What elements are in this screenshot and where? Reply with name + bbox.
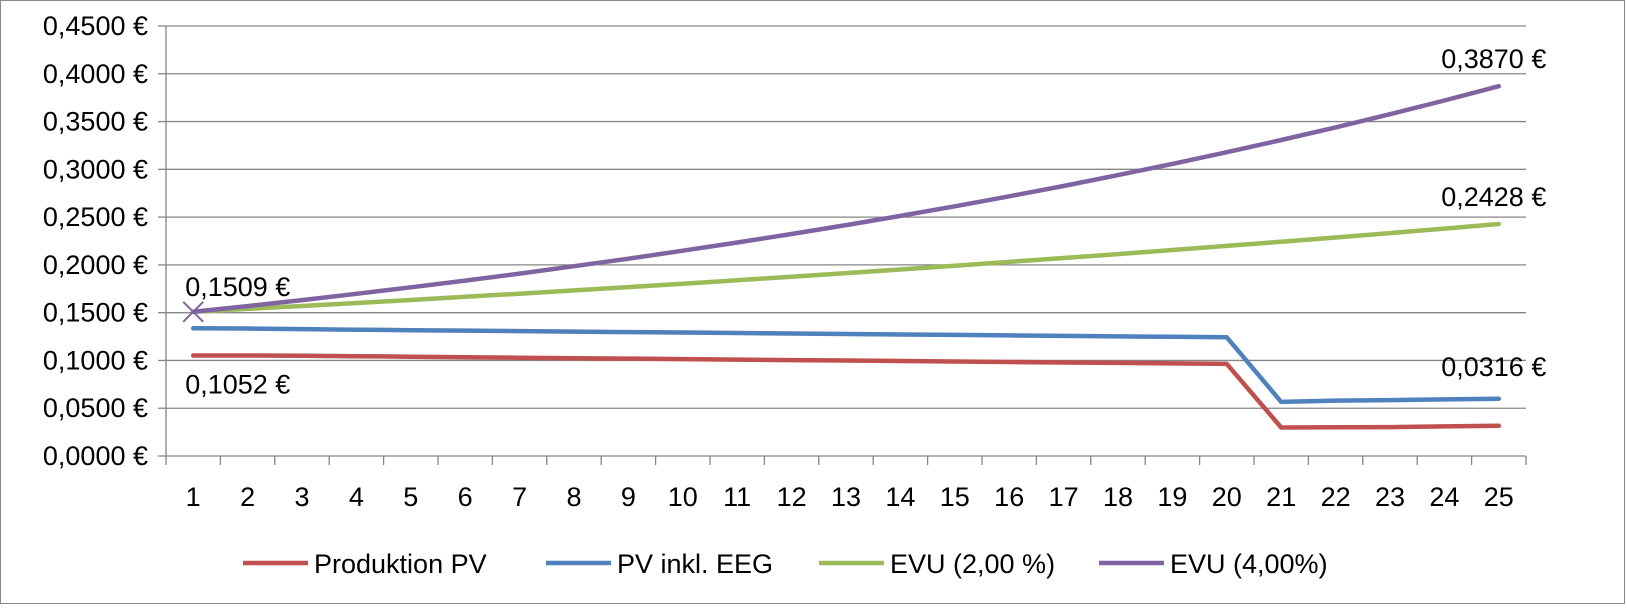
- y-tick-label: 0,2000 €: [43, 250, 148, 280]
- x-tick-label: 13: [831, 482, 861, 512]
- x-tick-label: 22: [1321, 482, 1351, 512]
- x-tick-label: 21: [1266, 482, 1296, 512]
- data-label: 0,1509 €: [185, 272, 290, 302]
- y-tick-label: 0,1000 €: [43, 345, 148, 375]
- x-tick-label: 25: [1484, 482, 1514, 512]
- x-tick-label: 18: [1103, 482, 1133, 512]
- x-tick-label: 5: [403, 482, 418, 512]
- y-tick-label: 0,0500 €: [43, 393, 148, 423]
- legend-label-1: PV inkl. EEG: [617, 549, 773, 579]
- x-tick-label: 14: [885, 482, 915, 512]
- gridlines: [166, 25, 1526, 409]
- x-tick-label: 11: [723, 482, 751, 512]
- x-tick-label: 24: [1429, 482, 1459, 512]
- y-tick-label: 0,4000 €: [43, 59, 148, 89]
- x-tick-label: 4: [349, 482, 364, 512]
- x-tick-label: 23: [1375, 482, 1405, 512]
- x-axis-tick-labels: 1 2 3 4 5 6 7 8 9 10 11 12 13 14 15 16 17 18 19 20 21 22 23 24 2…: [186, 482, 1514, 512]
- x-tick-label: 6: [458, 482, 473, 512]
- series-lines: [190, 83, 1502, 430]
- x-tick-label: 17: [1049, 482, 1079, 512]
- x-tick-label: 15: [940, 482, 970, 512]
- x-tick-label: 16: [994, 482, 1024, 512]
- data-label: 0,2428 €: [1441, 182, 1546, 212]
- x-tick-label: 7: [512, 482, 527, 512]
- legend: Produktion PV PV inkl. EEG EVU (2,00 %) EVU…: [243, 549, 1328, 579]
- x-tick-label: 1: [186, 482, 201, 512]
- x-tick-label: 12: [777, 482, 807, 512]
- x-tick-label: 3: [294, 482, 309, 512]
- start-marker-stroke-b: [182, 301, 204, 323]
- y-tick-label: 0,1500 €: [43, 298, 148, 328]
- data-labels: 0,1509 € 0,1052 € 0,3870 € 0,2428 € 0,0316 €: [185, 44, 1546, 399]
- legend-label-2: EVU (2,00 %): [890, 549, 1055, 579]
- series-line-1: [190, 326, 1502, 405]
- y-tick-label: 0,3000 €: [43, 154, 148, 184]
- legend-label-0: Produktion PV: [314, 549, 487, 579]
- series-line-3: [190, 83, 1502, 315]
- axes: [158, 25, 1527, 465]
- data-label: 0,0316 €: [1441, 352, 1546, 382]
- x-tick-label: 20: [1212, 482, 1242, 512]
- x-tick-label: 9: [621, 482, 636, 512]
- legend-label-3: EVU (4,00%): [1170, 549, 1328, 579]
- x-tick-label: 10: [668, 482, 698, 512]
- x-tick-label: 8: [566, 482, 581, 512]
- x-tick-label: 2: [240, 482, 255, 512]
- series-line-2: [190, 221, 1502, 315]
- markers: [182, 301, 204, 323]
- data-label: 0,3870 €: [1441, 44, 1546, 74]
- y-tick-label: 0,0000 €: [43, 441, 148, 471]
- y-axis-tick-labels: 0,0000 € 0,0500 € 0,1000 € 0,1500 € 0,2000 €…: [43, 11, 148, 471]
- x-tick-label: 19: [1157, 482, 1187, 512]
- data-label: 0,1052 €: [185, 369, 290, 399]
- y-tick-label: 0,2500 €: [43, 202, 148, 232]
- y-tick-label: 0,3500 €: [43, 107, 148, 137]
- y-tick-label: 0,4500 €: [43, 11, 148, 41]
- series-line-0: [190, 353, 1502, 430]
